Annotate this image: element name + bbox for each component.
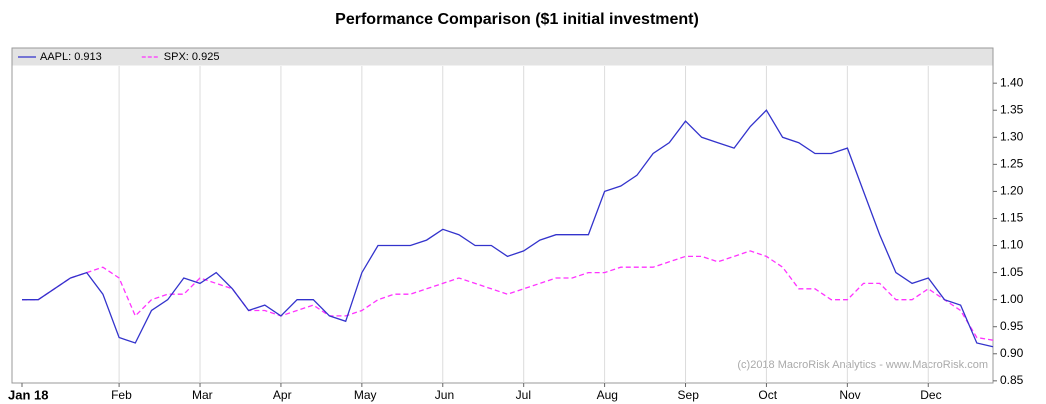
y-tick-label: 1.00 (1000, 292, 1024, 306)
x-tick-label: Mar (192, 388, 213, 402)
x-tick-label: Jun (435, 388, 454, 402)
x-tick-label: Aug (597, 388, 618, 402)
x-tick-label: Feb (111, 388, 132, 402)
y-tick-label: 1.30 (1000, 129, 1024, 143)
x-tick-label: Dec (920, 388, 941, 402)
y-tick-label: 1.05 (1000, 265, 1024, 279)
x-tick-label: Jul (516, 388, 531, 402)
x-tick-label: Nov (839, 388, 860, 402)
chart-title: Performance Comparison ($1 initial inves… (335, 11, 699, 28)
x-tick-label: Oct (758, 388, 777, 402)
y-tick-label: 0.90 (1000, 346, 1024, 360)
x-tick-label: Sep (678, 388, 700, 402)
y-tick-label: 0.85 (1000, 373, 1024, 387)
legend-label: AAPL: 0.913 (40, 51, 102, 63)
y-tick-label: 0.95 (1000, 319, 1024, 333)
y-tick-label: 1.15 (1000, 211, 1024, 225)
y-tick-label: 1.25 (1000, 157, 1024, 171)
x-tick-label: Jan 18 (8, 387, 48, 402)
plot-frame (11, 47, 994, 384)
legend-label: SPX: 0.925 (164, 51, 220, 63)
legend-band (12, 48, 993, 66)
series-line (22, 109, 994, 348)
x-tick-label: Apr (273, 388, 292, 402)
x-tick-label: May (354, 388, 377, 402)
y-tick-label: 1.40 (1000, 75, 1024, 89)
y-tick-label: 1.10 (1000, 238, 1024, 252)
y-tick-label: 1.35 (1000, 102, 1024, 116)
y-tick-label: 1.20 (1000, 184, 1024, 198)
watermark: (c)2018 MacroRisk Analytics - www.MacroR… (737, 359, 988, 371)
series-line (22, 250, 994, 341)
